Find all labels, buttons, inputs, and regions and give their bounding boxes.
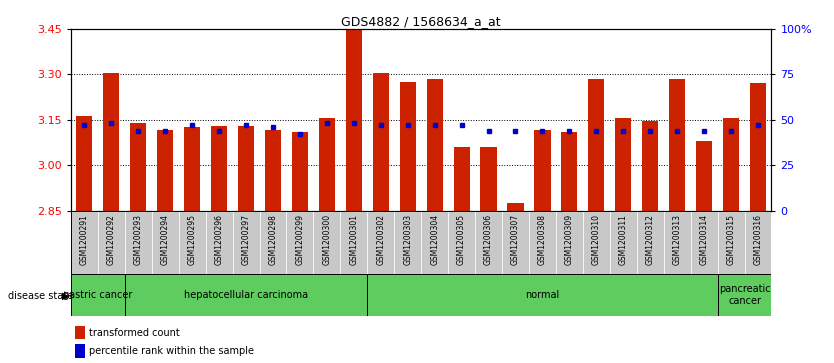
Text: GSM1200311: GSM1200311 bbox=[619, 214, 628, 265]
Bar bbox=[367, 274, 717, 316]
Text: GSM1200306: GSM1200306 bbox=[484, 214, 493, 265]
Bar bbox=[206, 211, 233, 274]
Bar bbox=[292, 132, 308, 211]
Bar bbox=[233, 211, 259, 274]
Bar bbox=[103, 73, 119, 211]
Text: GSM1200305: GSM1200305 bbox=[457, 214, 466, 265]
Bar bbox=[507, 203, 524, 211]
Bar bbox=[125, 211, 152, 274]
Text: GSM1200291: GSM1200291 bbox=[80, 214, 89, 265]
Bar bbox=[561, 132, 577, 211]
Bar bbox=[529, 211, 556, 274]
Bar bbox=[211, 126, 227, 211]
Bar bbox=[750, 83, 766, 211]
Bar bbox=[610, 211, 636, 274]
Text: GSM1200307: GSM1200307 bbox=[511, 214, 520, 265]
Bar bbox=[448, 211, 475, 274]
Text: GSM1200312: GSM1200312 bbox=[646, 214, 655, 265]
Text: GSM1200293: GSM1200293 bbox=[133, 214, 143, 265]
Bar bbox=[125, 274, 367, 316]
Text: gastric cancer: gastric cancer bbox=[63, 290, 133, 300]
Bar bbox=[664, 211, 691, 274]
Text: GSM1200295: GSM1200295 bbox=[188, 214, 197, 265]
Bar bbox=[71, 211, 98, 274]
Bar bbox=[745, 211, 771, 274]
Bar bbox=[723, 118, 739, 211]
Bar bbox=[71, 274, 125, 316]
Text: GSM1200315: GSM1200315 bbox=[726, 214, 736, 265]
Bar bbox=[152, 211, 178, 274]
Bar bbox=[717, 274, 771, 316]
Text: GSM1200296: GSM1200296 bbox=[214, 214, 224, 265]
Bar bbox=[184, 127, 200, 211]
Bar bbox=[340, 211, 367, 274]
Bar bbox=[367, 211, 394, 274]
Bar bbox=[583, 211, 610, 274]
Bar bbox=[615, 118, 631, 211]
Bar bbox=[314, 211, 340, 274]
Title: GDS4882 / 1568634_a_at: GDS4882 / 1568634_a_at bbox=[341, 15, 501, 28]
Bar bbox=[399, 82, 416, 211]
Bar bbox=[588, 79, 605, 211]
Bar bbox=[265, 130, 281, 211]
Bar bbox=[130, 123, 146, 211]
Bar bbox=[421, 211, 448, 274]
Bar bbox=[319, 118, 335, 211]
Text: transformed count: transformed count bbox=[89, 327, 180, 338]
Text: GSM1200310: GSM1200310 bbox=[592, 214, 600, 265]
Bar bbox=[238, 126, 254, 211]
Bar bbox=[346, 28, 362, 211]
Text: disease state: disease state bbox=[8, 291, 73, 301]
Bar bbox=[535, 130, 550, 211]
Bar bbox=[259, 211, 286, 274]
Text: GSM1200308: GSM1200308 bbox=[538, 214, 547, 265]
Bar bbox=[717, 211, 745, 274]
Bar bbox=[426, 79, 443, 211]
Bar bbox=[642, 121, 658, 211]
Text: GSM1200316: GSM1200316 bbox=[753, 214, 762, 265]
Text: percentile rank within the sample: percentile rank within the sample bbox=[89, 346, 254, 356]
Text: GSM1200299: GSM1200299 bbox=[295, 214, 304, 265]
Text: GSM1200294: GSM1200294 bbox=[161, 214, 169, 265]
Bar bbox=[502, 211, 529, 274]
Bar bbox=[669, 79, 686, 211]
Text: GSM1200298: GSM1200298 bbox=[269, 214, 278, 265]
Bar bbox=[691, 211, 717, 274]
Bar bbox=[178, 211, 206, 274]
Text: pancreatic
cancer: pancreatic cancer bbox=[719, 284, 771, 306]
Text: hepatocellular carcinoma: hepatocellular carcinoma bbox=[184, 290, 308, 300]
Bar bbox=[480, 147, 496, 211]
Bar bbox=[394, 211, 421, 274]
Text: GSM1200300: GSM1200300 bbox=[323, 214, 331, 265]
Text: GSM1200313: GSM1200313 bbox=[673, 214, 681, 265]
Bar bbox=[556, 211, 583, 274]
Text: GSM1200301: GSM1200301 bbox=[349, 214, 359, 265]
Text: GSM1200292: GSM1200292 bbox=[107, 214, 116, 265]
Bar bbox=[286, 211, 314, 274]
Bar bbox=[157, 130, 173, 211]
Text: GSM1200302: GSM1200302 bbox=[376, 214, 385, 265]
Bar bbox=[98, 211, 125, 274]
Text: GSM1200309: GSM1200309 bbox=[565, 214, 574, 265]
Bar bbox=[373, 73, 389, 211]
Text: GSM1200304: GSM1200304 bbox=[430, 214, 440, 265]
Text: normal: normal bbox=[525, 290, 560, 300]
Text: GSM1200303: GSM1200303 bbox=[403, 214, 412, 265]
Bar bbox=[696, 141, 712, 211]
Text: GSM1200314: GSM1200314 bbox=[700, 214, 709, 265]
Text: GSM1200297: GSM1200297 bbox=[242, 214, 250, 265]
Text: ▶: ▶ bbox=[62, 291, 69, 301]
Bar bbox=[454, 147, 470, 211]
Bar bbox=[475, 211, 502, 274]
Bar bbox=[636, 211, 664, 274]
Bar bbox=[76, 116, 93, 211]
